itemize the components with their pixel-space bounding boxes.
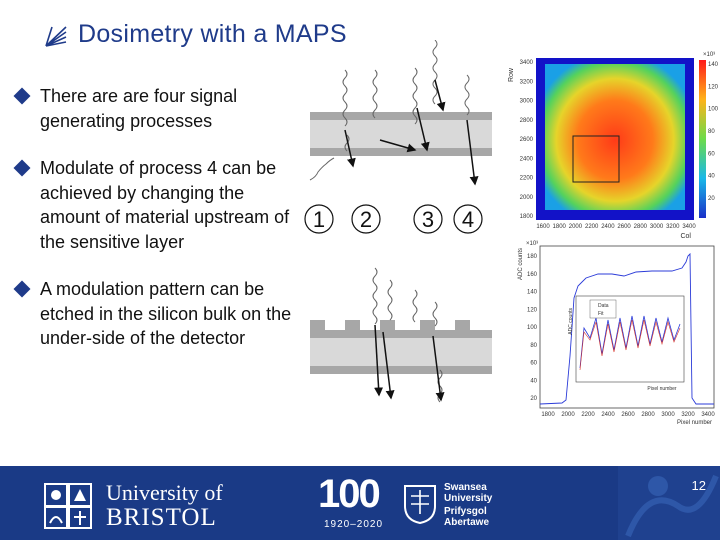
heatmap-x-tick-label: 3200 [666,224,680,230]
process-marker-3 [413,204,443,234]
spectrum-y-tick-label: 100 [527,325,538,331]
bristol-line2: BRISTOL [106,504,217,531]
heatmap-x-tick-label: 2200 [585,224,599,230]
bullet-text: Modulate of process 4 can be achieved by… [40,158,290,252]
bullet-item: There are are four signal generating pro… [13,84,306,133]
slide-title: Dosimetry with a MAPS [78,20,347,48]
spectrum-y-title: ADC counts [518,248,524,280]
colorbar-tick-label: 20 [708,196,715,202]
heatmap-y-tick-label: 2000 [520,195,534,201]
heatmap-x-tick-label: 3400 [682,224,696,230]
bristol-line1: University of [106,480,223,505]
colorbar-tick-label: 120 [708,84,719,90]
inset-y-title: ADC counts [568,308,574,335]
heatmap-y-tick-label: 2600 [520,137,534,143]
heatmap-y-tick-label: 3000 [520,99,534,105]
heatmap-x-tick-label: 1800 [553,224,567,230]
inset-legend-fit: Fit [598,311,604,317]
centenary-years: 1920–2020 [324,519,384,530]
heatmap-y-tick-label: 3400 [520,60,534,66]
spectrum-y-tick-label: 20 [530,396,537,402]
heatmap-hot-region [545,64,685,210]
colorbar-tick-label: 100 [708,107,719,113]
inset-data-curve [579,315,681,369]
heatmap-y-tick-label: 1800 [520,214,534,220]
heatmap-x-tick-label: 1600 [536,224,550,230]
inset-fit-curve [579,319,681,371]
swansea-line2: University [444,493,493,504]
spectrum-x-tick-label: 2600 [621,412,635,418]
heatmap-x-title: Col [680,233,691,240]
bullet-item: Modulate of process 4 can be achieved by… [13,156,306,254]
spectrum-y-tick-label: 40 [530,378,537,384]
swansea-crest-icon [404,485,436,524]
colorbar-tick-label: 140 [708,62,719,68]
adc-spectrum-plot: ADC counts ×10³ Pixel number 180 160 140 12… [518,241,715,426]
swansea-line3: Prifysgol [444,506,487,517]
process-marker-4 [453,204,483,234]
spectrum-x-tick-label: 2200 [581,412,595,418]
inset-legend-box [589,299,617,319]
bullet-list: There are are four signal generating pro… [13,84,306,374]
process-label-4: 4 [462,207,474,232]
spectrum-curve [539,252,714,405]
heatmap-x-tick-label: 2800 [634,224,648,230]
inset-x-title: Pixel number [647,386,677,392]
heatmap-x-tick-label: 2000 [569,224,583,230]
title-bullet-icon [45,26,67,47]
spectrum-y-tick-label: 160 [527,272,538,278]
diamond-bullet-icon [13,159,31,177]
swansea-line4: Abertawe [444,517,490,528]
heatmap-x-tick-label: 2400 [601,224,615,230]
upper-sensitive-layer [310,120,492,148]
bullet-text: A modulation pattern can be etched in th… [40,279,292,348]
spectrum-y-tick-label: 140 [527,290,538,296]
process-label-3: 3 [422,207,434,232]
spectrum-x-tick-label: 2400 [601,412,615,418]
colorbar-tick-label: 60 [708,151,715,157]
inset-legend-data: Data [598,303,609,309]
bullet-item: A modulation pattern can be etched in th… [13,277,306,351]
centenary-number: 100 [318,472,381,516]
process-marker-1 [304,204,334,234]
heatmap-y-tick-label: 2400 [520,156,534,162]
colorbar-tick-label: 80 [708,129,715,135]
spectrum-y-tick-label: 180 [527,254,538,260]
heatmap-roi-box [572,135,620,183]
heatmap-x-tick-label: 2600 [617,224,631,230]
spectrum-x-tick-label: 3200 [681,412,695,418]
colorbar-exponent: ×10³ [703,52,715,58]
spectrum-y-exponent: ×10³ [526,241,538,247]
lower-sensitive-layer [310,338,492,366]
process-label-2: 2 [360,207,372,232]
pixel-heatmap: Row Col ×10³ 340032003000280026002400220… [508,52,719,240]
spectrum-x-tick-label: 1800 [541,412,555,418]
heatmap-y-title: Row [508,67,515,82]
page-number: 12 [691,478,706,493]
colorbar [699,60,706,218]
process-diagram: 1 2 3 4 [304,40,492,403]
bristol-crest-icon [44,483,92,529]
spectrum-y-tick-label: 80 [530,343,537,349]
heatmap-y-tick-label: 2800 [520,118,534,124]
spectrum-x-tick-label: 3400 [701,412,715,418]
swansea-line1: Swansea [444,482,487,493]
bullet-text: There are are four signal generating pro… [40,86,238,131]
diamond-bullet-icon [13,280,31,298]
spectrum-x-tick-label: 2000 [561,412,575,418]
heatmap-x-tick-label: 3000 [650,224,664,230]
spectrum-x-tick-label: 2800 [641,412,655,418]
process-label-1: 1 [313,207,325,232]
colorbar-tick-label: 40 [708,174,715,180]
decorative-watermark-crest [618,466,720,540]
spectrum-y-tick-label: 120 [527,307,538,313]
spectrum-y-tick-label: 60 [530,361,537,367]
spectrum-x-tick-label: 3000 [661,412,675,418]
spectrum-x-title: Pixel number [677,420,712,426]
heatmap-y-tick-label: 2200 [520,176,534,182]
footer-bar: University of BRISTOL 100 1920–2020 Swan… [0,466,720,540]
diamond-bullet-icon [13,87,31,105]
process-marker-2 [351,204,381,234]
heatmap-y-tick-label: 3200 [520,79,534,85]
